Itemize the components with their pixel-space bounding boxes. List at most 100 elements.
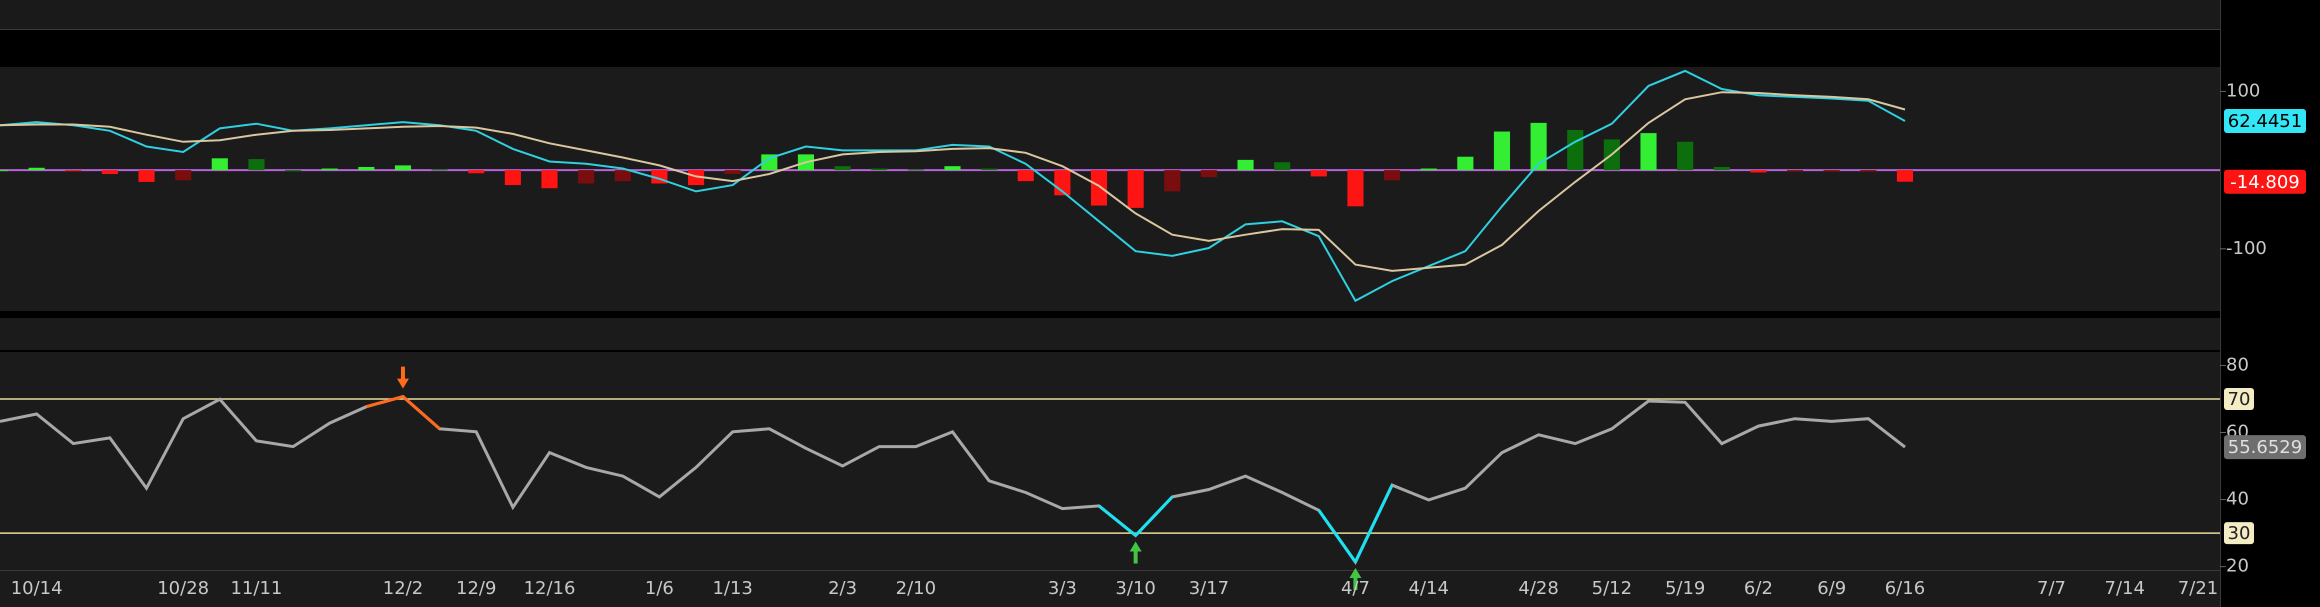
x-tick-label: 5/12 <box>1592 578 1632 599</box>
histogram-bar <box>468 170 485 174</box>
histogram-bar <box>1310 170 1327 177</box>
x-tick-label: 1/6 <box>645 578 674 599</box>
oscillator-line <box>0 91 1906 272</box>
histogram-bar <box>358 166 375 171</box>
histogram-bar <box>541 170 558 189</box>
last-value-tag <box>2224 169 2306 194</box>
histogram-bar <box>1017 170 1034 182</box>
x-tick-label: 10/28 <box>157 578 209 599</box>
histogram-bar <box>211 158 228 171</box>
x-tick-label: 7/14 <box>2105 578 2145 599</box>
x-tick-label: 10/14 <box>11 578 63 599</box>
histogram-bar <box>1896 170 1914 182</box>
histogram-bar <box>944 166 961 171</box>
histogram-bar <box>724 170 741 175</box>
x-tick-label: 2/3 <box>828 578 857 599</box>
histogram-bar <box>1713 166 1730 171</box>
last-value-tag-text: -14.809 <box>2230 172 2299 193</box>
x-tick-label: 6/9 <box>1817 578 1846 599</box>
rsi-extreme-segment <box>1098 504 1137 537</box>
histogram-bar <box>175 170 192 181</box>
histogram-bar <box>1200 170 1217 178</box>
x-tick-label: 3/17 <box>1189 578 1229 599</box>
oscillator-line <box>0 69 1906 303</box>
x-tick-label: 6/2 <box>1744 578 1773 599</box>
histogram-bar <box>321 168 338 171</box>
histogram-bar <box>1457 156 1474 171</box>
histogram-bar <box>871 168 888 171</box>
histogram-bar <box>1347 170 1364 207</box>
x-tick-label: 3/10 <box>1115 578 1155 599</box>
histogram-bar <box>65 170 82 172</box>
histogram-bar <box>1677 141 1694 171</box>
histogram-bar <box>614 170 631 182</box>
histogram-bar <box>1384 170 1401 181</box>
histogram-bar <box>981 168 998 171</box>
x-tick-label: 12/2 <box>383 578 423 599</box>
rsi-line <box>0 394 1906 565</box>
histogram-bar <box>1640 133 1657 171</box>
y-tick-label: 80 <box>2226 354 2249 375</box>
top-strip <box>0 0 2220 29</box>
histogram-bar <box>834 166 851 171</box>
panel-oscillator <box>0 67 2220 311</box>
histogram-bar <box>1750 170 1767 173</box>
histogram-bar <box>1127 170 1144 208</box>
histogram-bar <box>431 169 448 171</box>
x-tick-label: 4/28 <box>1518 578 1558 599</box>
histogram-bar <box>1090 170 1108 206</box>
x-tick-label: 7/7 <box>2037 578 2066 599</box>
x-axis-area <box>0 571 2220 607</box>
histogram-bar <box>285 170 302 172</box>
panel-spacer <box>0 318 2220 350</box>
sell-signal-arrow <box>396 366 409 389</box>
histogram-bar <box>1164 170 1181 192</box>
histogram-bar <box>101 170 118 175</box>
buy-signal-arrow <box>1349 567 1362 590</box>
rsi-extreme-segment <box>1134 495 1174 537</box>
histogram-bar <box>1530 122 1547 171</box>
histogram-bar <box>1786 170 1804 172</box>
histogram-bar <box>1274 162 1291 171</box>
rsi-extreme-segment <box>401 395 441 430</box>
y-tick-label: 20 <box>2226 556 2249 577</box>
panel-rsi <box>0 352 2220 570</box>
last-value-tag <box>2224 435 2306 460</box>
histogram-bar <box>1860 170 1877 172</box>
x-tick-label: 4/7 <box>1341 578 1370 599</box>
histogram-bar <box>394 165 412 171</box>
histogram-bar <box>138 170 155 182</box>
last-value-tag-text: 62.4451 <box>2228 111 2302 132</box>
x-tick-label: 12/9 <box>456 578 496 599</box>
y-tick-label: 100 <box>2226 80 2260 101</box>
x-tick-label: 1/13 <box>712 578 752 599</box>
histogram-bar <box>1493 131 1511 171</box>
y-tick-label: 40 <box>2226 489 2249 510</box>
level-tag-text: 30 <box>2228 523 2251 544</box>
x-tick-label: 4/14 <box>1409 578 1449 599</box>
level-tag <box>2224 522 2254 545</box>
last-value-tag-text: 55.6529 <box>2228 437 2302 458</box>
histogram-bar <box>248 159 265 171</box>
histogram-bar <box>1823 170 1840 172</box>
histogram-bar <box>1567 129 1584 171</box>
rsi-extreme-segment <box>1354 484 1394 563</box>
histogram-bar <box>687 170 705 186</box>
histogram-bar <box>761 154 778 171</box>
histogram-bar <box>1237 159 1254 171</box>
buy-signal-arrow <box>1129 541 1142 564</box>
histogram-bar <box>504 170 521 186</box>
level-tag <box>2224 387 2254 410</box>
level-tag-text: 70 <box>2228 389 2251 410</box>
x-tick-label: 11/11 <box>230 578 282 599</box>
x-tick-label: 2/10 <box>896 578 936 599</box>
last-value-tag <box>2224 108 2306 133</box>
y-tick-label: -100 <box>2226 238 2267 259</box>
histogram-bar <box>578 170 595 184</box>
x-tick-label: 3/3 <box>1048 578 1077 599</box>
x-tick-label: 5/19 <box>1665 578 1705 599</box>
x-tick-label: 12/16 <box>524 578 576 599</box>
histogram-bar <box>1420 168 1437 171</box>
